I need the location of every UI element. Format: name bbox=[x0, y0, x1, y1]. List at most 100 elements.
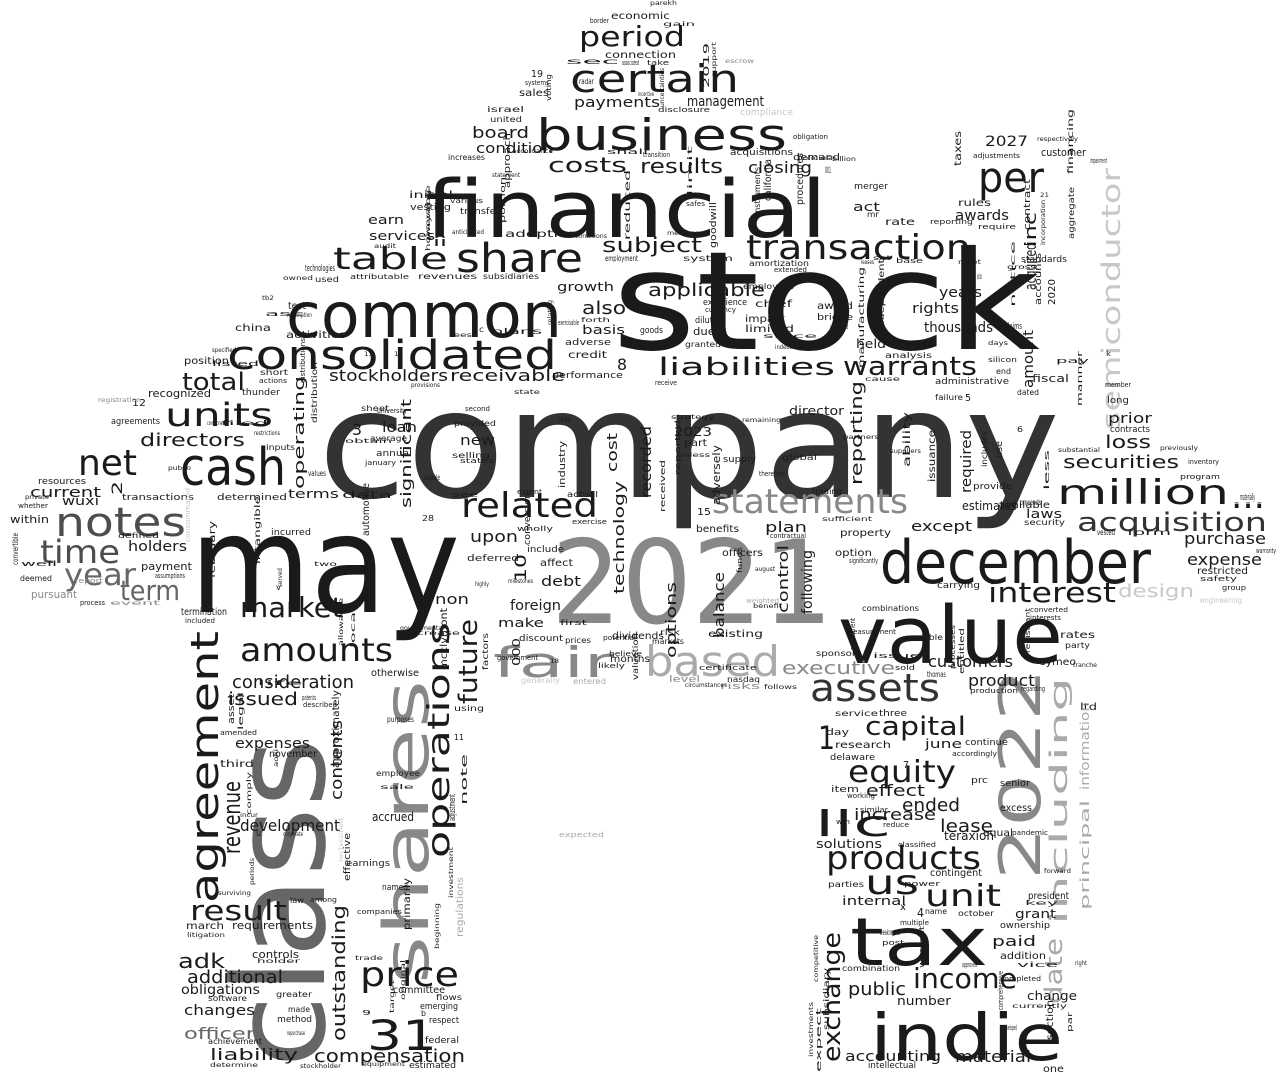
word-thunder: thunder bbox=[242, 388, 280, 398]
word-change: change bbox=[1027, 989, 1077, 1003]
word-provided: provided bbox=[454, 419, 496, 428]
word-right: right bbox=[1075, 960, 1088, 967]
word-automotive: automotive bbox=[361, 483, 372, 536]
word-increased: increased bbox=[830, 324, 848, 331]
word-increases: increases bbox=[448, 153, 485, 162]
word-financial: financial bbox=[425, 164, 827, 256]
word-subject: subject bbox=[602, 233, 702, 257]
word-years: years bbox=[939, 285, 982, 301]
word-three: three bbox=[879, 709, 908, 719]
word-various: various bbox=[450, 197, 483, 205]
word-adoption: adoption bbox=[505, 229, 579, 240]
word-warranty: warranty bbox=[1256, 547, 1276, 555]
word-capital: capital bbox=[865, 712, 966, 742]
word-components: components bbox=[207, 420, 228, 427]
word-reclassified: reclassified bbox=[338, 818, 345, 862]
word-previously: previously bbox=[1160, 445, 1199, 452]
word-impairment: impairment bbox=[1090, 157, 1107, 165]
word-cause: cause bbox=[865, 376, 901, 383]
word-prices: prices bbox=[565, 636, 591, 645]
word-average: average bbox=[370, 434, 407, 443]
word-adverse: adverse bbox=[565, 338, 612, 348]
word-surviving: surviving bbox=[218, 890, 251, 897]
word-28: 28 bbox=[422, 514, 434, 523]
word-associated: associated bbox=[622, 59, 639, 67]
word-approved: approved bbox=[962, 961, 977, 969]
word-expense: expense bbox=[1187, 550, 1262, 569]
word-10: 10 bbox=[511, 554, 530, 582]
word-actions: actions bbox=[259, 377, 287, 385]
word-approach: approach bbox=[503, 133, 513, 188]
word-production: production bbox=[970, 687, 1018, 695]
word-gross: gross bbox=[1007, 264, 1036, 271]
word-risks: risks bbox=[720, 682, 761, 692]
word-3: 3 bbox=[352, 420, 362, 439]
word-vested: vested bbox=[1097, 528, 1115, 537]
word-february: february bbox=[208, 520, 218, 578]
word-lease: lease bbox=[940, 816, 993, 837]
word-economic: economic bbox=[611, 11, 670, 22]
word-options: options bbox=[664, 582, 680, 658]
word-option: option bbox=[835, 548, 872, 559]
word-amount: amount bbox=[1021, 329, 1037, 388]
word-method: method bbox=[277, 1015, 312, 1025]
word-thomas: thomas bbox=[927, 670, 946, 679]
word-6: 6 bbox=[1017, 425, 1023, 434]
word-litigation: litigation bbox=[187, 932, 225, 939]
word-israel: israel bbox=[487, 105, 524, 114]
word-milestones: milestones bbox=[508, 578, 533, 585]
word-property: property bbox=[840, 528, 891, 539]
word-financing: financing bbox=[1066, 109, 1075, 174]
word-investment: investment bbox=[448, 846, 455, 898]
word-internal: internal bbox=[842, 894, 906, 908]
word-proceeds: proceeds bbox=[1020, 498, 1041, 507]
word-regarding: regarding bbox=[1021, 685, 1045, 693]
word-product: product bbox=[968, 671, 1035, 690]
word-principal: principal bbox=[1078, 800, 1092, 910]
word-employment: employment bbox=[605, 254, 638, 263]
word-private: private bbox=[25, 494, 49, 501]
word-equity: equity bbox=[848, 755, 956, 790]
word-grant: grant bbox=[1015, 907, 1056, 921]
word-restrictions: restrictions bbox=[254, 430, 280, 437]
word-prc: prc bbox=[971, 776, 988, 786]
word-changes: changes bbox=[184, 1003, 255, 1019]
word-contingent: contingent bbox=[930, 868, 982, 879]
word-include: include bbox=[527, 545, 565, 555]
word-regulations: regulations bbox=[455, 877, 466, 937]
word-march: march bbox=[186, 921, 224, 932]
word-significantly: significantly bbox=[849, 557, 878, 565]
word-power: power bbox=[904, 880, 940, 888]
word-award: award bbox=[817, 301, 853, 312]
word-level: level bbox=[669, 675, 700, 685]
word-adjustments: adjustments bbox=[973, 152, 1020, 160]
word-executive: executive bbox=[782, 658, 895, 679]
word-share: share bbox=[456, 236, 583, 282]
word-expect: expect bbox=[815, 1007, 823, 1072]
word-accordingly: accordingly bbox=[952, 750, 997, 758]
word-ownership: ownership bbox=[1000, 921, 1050, 931]
word-terms: terms bbox=[288, 487, 339, 501]
word-audit: audit bbox=[374, 243, 397, 250]
word-30: 30 bbox=[557, 417, 571, 424]
word-information: information bbox=[1078, 702, 1092, 790]
word-discount: discount bbox=[519, 634, 564, 644]
word-able: able bbox=[923, 633, 943, 642]
word-value: value bbox=[838, 590, 1063, 682]
word-specified: specified bbox=[212, 347, 236, 354]
word-directors: directors bbox=[140, 430, 245, 451]
word-act: act bbox=[853, 200, 880, 214]
word-due: due bbox=[693, 325, 715, 338]
word-income: income bbox=[913, 962, 1017, 995]
word-members: members bbox=[667, 230, 702, 237]
word-reporting: reporting bbox=[847, 381, 866, 485]
word-growth: growth bbox=[557, 280, 614, 294]
word-claims: claims bbox=[1005, 322, 1022, 332]
word-issuance: issuance bbox=[927, 430, 938, 482]
word-transaction: transaction bbox=[746, 228, 971, 268]
word-standards: standards bbox=[1021, 255, 1067, 265]
word-delaware: delaware bbox=[830, 753, 875, 763]
word-foreign: foreign bbox=[510, 598, 561, 614]
word-actual: actual bbox=[567, 490, 598, 499]
word-acquisition: acquisition bbox=[1077, 508, 1267, 538]
